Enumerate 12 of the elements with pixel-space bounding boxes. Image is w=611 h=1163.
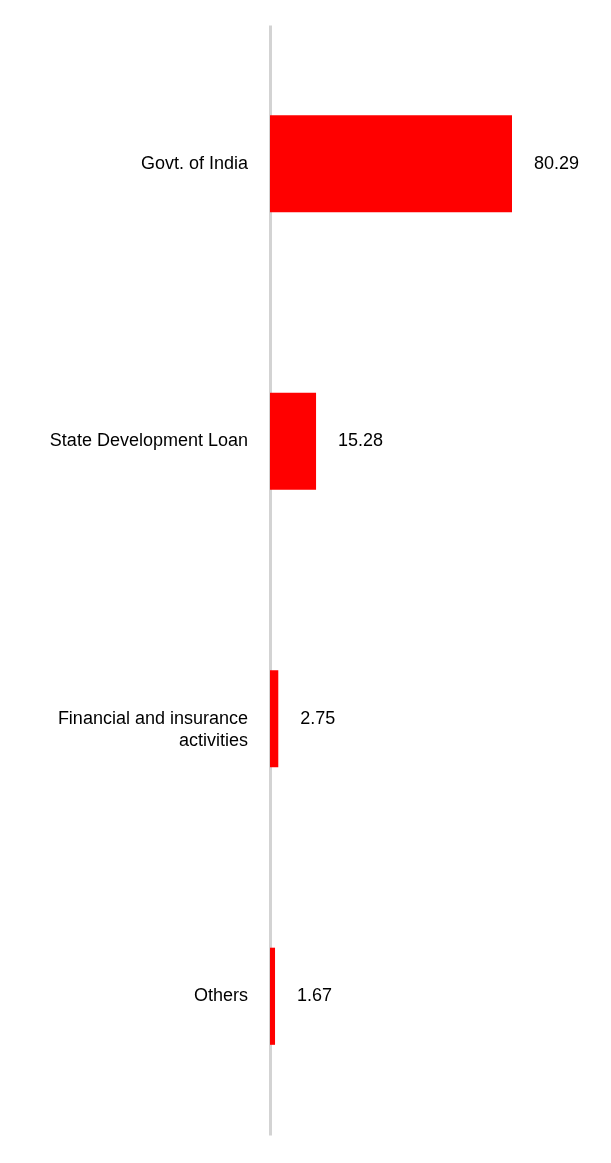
bar [270, 115, 512, 213]
y-tick-label: Others [193, 985, 248, 1006]
bar [270, 947, 276, 1045]
bar [270, 670, 279, 768]
data-label: 80.29 [534, 152, 580, 173]
data-label: 2.75 [300, 707, 336, 728]
y-tick-label: Govt. of India [140, 152, 249, 173]
y-tick-label: State Development Loan [49, 430, 248, 451]
data-label: 15.28 [338, 430, 384, 451]
bar [270, 392, 317, 490]
data-label: 1.67 [297, 985, 333, 1006]
y-tick-label: Financial and insurance activities [57, 707, 248, 750]
